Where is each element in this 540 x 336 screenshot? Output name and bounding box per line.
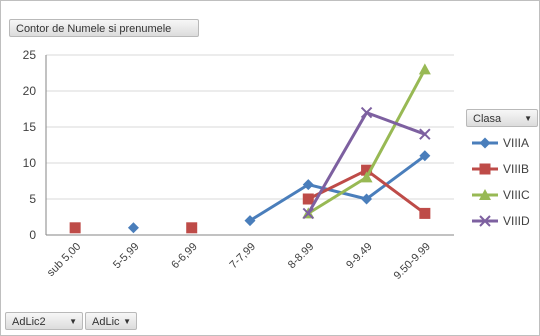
- y-tick-label: 25: [23, 48, 37, 62]
- data-point: [479, 137, 491, 149]
- y-tick-label: 15: [23, 120, 37, 134]
- data-point: [479, 189, 491, 200]
- series-line: [306, 175, 369, 215]
- data-point: [418, 63, 431, 75]
- data-point: [479, 215, 491, 227]
- chevron-down-icon: ▼: [123, 317, 131, 326]
- data-point: [419, 150, 431, 162]
- axis-field-button-adlic2[interactable]: AdLic2 ▼: [5, 312, 83, 330]
- data-point: [302, 207, 314, 220]
- x-tick-label: 9.50-9.99: [392, 241, 433, 282]
- x-tick-label: 9-9.49: [344, 241, 375, 272]
- y-tick-label: 20: [23, 84, 37, 98]
- legend-item: VIIIB: [472, 162, 529, 176]
- y-tick-label: 5: [29, 192, 36, 206]
- series-viiia: [127, 150, 431, 234]
- x-tick-label: 7-7,99: [228, 241, 259, 272]
- series-line: [306, 183, 369, 201]
- x-tick-label: 6-6,99: [169, 241, 200, 272]
- chevron-down-icon: ▼: [524, 114, 532, 123]
- series-layer: [69, 63, 431, 234]
- data-point: [302, 179, 314, 191]
- legend-label: VIIID: [503, 214, 530, 228]
- axis-field-label: AdLic: [92, 316, 120, 328]
- series-viiid: [302, 106, 431, 220]
- legend-field-label: Clasa: [473, 113, 502, 125]
- legend-item: VIIIA: [472, 136, 529, 150]
- legend-item: VIIID: [472, 214, 530, 228]
- legend-label: VIIIC: [503, 188, 530, 202]
- data-point: [419, 207, 431, 219]
- value-field-label: Contor de Numele si prenumele: [16, 23, 172, 35]
- data-point: [419, 128, 431, 140]
- gridlines: [45, 54, 454, 236]
- data-point: [360, 106, 373, 119]
- data-point: [361, 193, 373, 205]
- x-tick-label: sub 5,00: [45, 241, 83, 279]
- chevron-down-icon: ▼: [69, 317, 77, 326]
- data-point: [127, 222, 139, 234]
- data-point: [302, 193, 314, 205]
- series-line: [248, 183, 310, 223]
- legend-item: VIIIC: [472, 188, 530, 202]
- marker-stroke: [360, 106, 373, 119]
- series-line: [365, 154, 427, 201]
- data-point: [186, 222, 198, 234]
- y-tick-label: 10: [23, 156, 37, 170]
- legend: VIIIA VIIIB VIIIC VIIID: [472, 136, 530, 228]
- data-point: [361, 164, 373, 176]
- y-tick-label: 0: [29, 228, 36, 242]
- axis-field-button-adlic[interactable]: AdLic ▼: [85, 312, 137, 330]
- y-tick-labels: 0 5 10 15 20 25: [23, 48, 37, 242]
- x-tick-label: 5-5,99: [111, 241, 142, 272]
- legend-field-button[interactable]: Clasa ▼: [466, 109, 538, 127]
- data-point: [244, 215, 256, 227]
- marker-stroke: [419, 128, 431, 140]
- marker-stroke: [302, 207, 314, 220]
- x-tick-labels: sub 5,00 5-5,99 6-6,99 7-7,99 8-8.99 9-9.49 9.…: [45, 241, 433, 282]
- x-tick-label: 8-8.99: [286, 241, 317, 272]
- series-line: [365, 111, 427, 136]
- value-field-button[interactable]: Contor de Numele si prenumele: [9, 19, 199, 37]
- data-point: [479, 163, 491, 175]
- data-point: [360, 171, 373, 183]
- legend-label: VIIIB: [503, 162, 529, 176]
- axis-field-label: AdLic2: [12, 316, 46, 328]
- series-line: [306, 111, 369, 215]
- series-line: [365, 168, 427, 215]
- marker-stroke: [479, 215, 491, 227]
- data-point: [69, 222, 81, 234]
- legend-label: VIIIA: [503, 136, 529, 150]
